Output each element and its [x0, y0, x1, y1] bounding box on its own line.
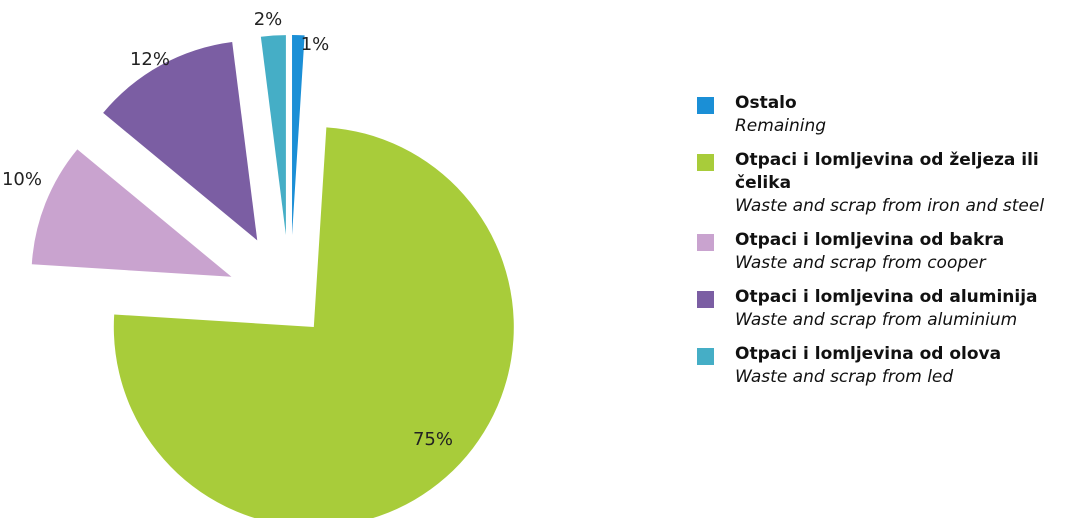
legend-swatch [697, 348, 714, 365]
legend-item: Ostalo Remaining [695, 92, 1065, 138]
slice-label: 1% [301, 34, 330, 55]
legend-label-en: Waste and scrap from aluminium [735, 310, 1018, 330]
legend-label: Otpaci i lomljevina od željeza ili čelik… [735, 150, 1039, 193]
slice-label: 12% [130, 49, 170, 70]
pie-slice [260, 35, 286, 236]
legend-item: Otpaci i lomljevina od željeza ili čelik… [695, 149, 1065, 218]
legend-label: Otpaci i lomljevina od olova [735, 344, 1002, 364]
legend-swatch [697, 291, 714, 308]
legend-swatch [697, 234, 714, 251]
legend: Ostalo Remaining Otpaci i lomljevina od že… [695, 92, 1065, 400]
pie-chart: 1% 75% 10% 12% 2% [2, 9, 514, 518]
legend-label-en: Waste and scrap from cooper [735, 253, 986, 273]
legend-item: Otpaci i lomljevina od bakra Waste and sc… [695, 229, 1065, 275]
legend-item: Otpaci i lomljevina od aluminija Waste an… [695, 286, 1065, 332]
legend-label: Otpaci i lomljevina od aluminija [735, 287, 1038, 307]
pie-slice [103, 41, 258, 241]
slice-label: 10% [2, 169, 42, 190]
legend-label: Ostalo [735, 93, 797, 113]
legend-label-en: Waste and scrap from iron and steel [735, 196, 1045, 216]
legend-label: Otpaci i lomljevina od bakra [735, 230, 1005, 250]
legend-item: Otpaci i lomljevina od olova Waste and sc… [695, 343, 1065, 389]
pie-slice [292, 35, 305, 236]
slice-label: 2% [254, 9, 283, 30]
pie-slice [31, 149, 232, 277]
pie-slice [113, 127, 514, 518]
legend-swatch [697, 97, 714, 114]
slice-label: 75% [413, 429, 453, 450]
legend-label-en: Remaining [735, 116, 827, 136]
legend-swatch [697, 154, 714, 171]
legend-label-en: Waste and scrap from led [735, 367, 954, 387]
